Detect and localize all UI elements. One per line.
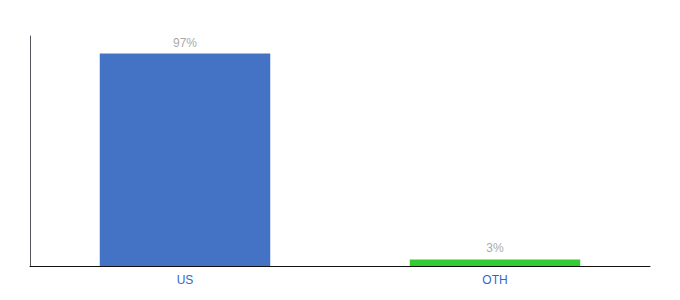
svg-text:OTH: OTH bbox=[482, 273, 507, 287]
svg-text:97%: 97% bbox=[173, 36, 197, 50]
svg-text:3%: 3% bbox=[486, 241, 504, 255]
svg-text:US: US bbox=[177, 273, 194, 287]
